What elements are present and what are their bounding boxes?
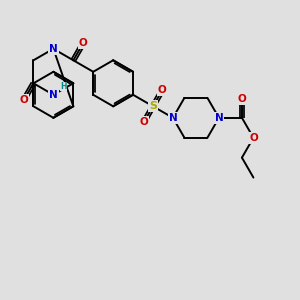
Text: O: O <box>158 85 167 95</box>
Text: O: O <box>249 133 258 143</box>
Text: N: N <box>214 113 223 123</box>
Text: N: N <box>169 113 177 123</box>
Text: H: H <box>60 82 67 91</box>
Text: N: N <box>49 44 58 54</box>
Text: O: O <box>140 117 148 127</box>
Text: O: O <box>238 94 246 104</box>
Text: O: O <box>19 95 28 105</box>
Text: S: S <box>149 101 157 111</box>
Text: N: N <box>49 90 58 100</box>
Text: O: O <box>79 38 88 48</box>
